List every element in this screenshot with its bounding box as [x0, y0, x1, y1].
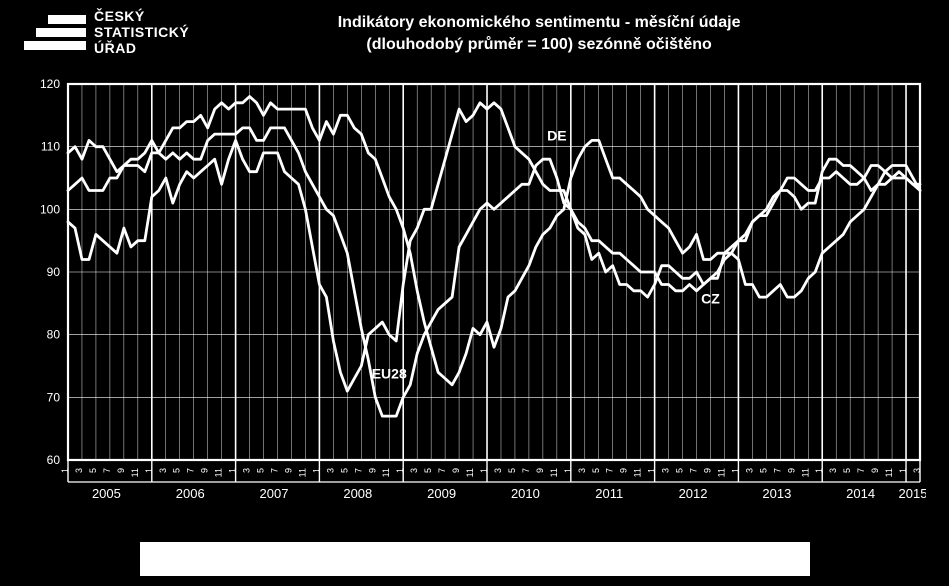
svg-text:CZ: CZ [701, 290, 720, 306]
svg-text:11: 11 [633, 468, 643, 477]
svg-text:3: 3 [158, 468, 168, 473]
svg-text:2011: 2011 [595, 486, 623, 501]
svg-text:5: 5 [172, 468, 182, 473]
svg-text:9: 9 [619, 468, 629, 473]
title-line2: (dlouhodobý průměr = 100) sezónně očiště… [189, 34, 889, 56]
svg-text:11: 11 [130, 468, 140, 477]
svg-text:5: 5 [591, 468, 601, 473]
svg-text:7: 7 [689, 468, 699, 473]
svg-text:70: 70 [47, 390, 61, 404]
svg-text:5: 5 [758, 468, 768, 473]
svg-text:5: 5 [675, 468, 685, 473]
title-line1: Indikátory ekonomického sentimentu - měs… [189, 12, 889, 34]
svg-text:9: 9 [116, 468, 126, 473]
svg-text:7: 7 [102, 468, 112, 473]
svg-text:110: 110 [41, 140, 60, 154]
svg-text:5: 5 [842, 468, 852, 473]
svg-text:9: 9 [200, 468, 210, 473]
svg-text:90: 90 [47, 265, 61, 279]
svg-text:7: 7 [772, 468, 782, 473]
svg-text:3: 3 [74, 468, 84, 473]
chart-title: Indikátory ekonomického sentimentu - měs… [189, 8, 949, 55]
svg-text:3: 3 [325, 468, 335, 473]
svg-text:3: 3 [409, 468, 419, 473]
logo-line2: STATISTICKÝ [94, 24, 189, 40]
line-chart: 6070809010011012013579111357911135791113… [26, 78, 926, 508]
svg-text:2005: 2005 [92, 486, 121, 501]
svg-text:100: 100 [40, 202, 60, 216]
svg-text:DE: DE [547, 127, 566, 143]
svg-text:11: 11 [800, 468, 810, 477]
svg-text:60: 60 [47, 453, 61, 467]
svg-text:3: 3 [744, 468, 754, 473]
svg-text:120: 120 [40, 78, 60, 91]
svg-text:9: 9 [451, 468, 461, 473]
svg-text:11: 11 [381, 468, 391, 477]
svg-text:2010: 2010 [511, 486, 540, 501]
logo-line1: ČESKÝ [94, 8, 189, 24]
svg-text:EU28: EU28 [372, 366, 407, 382]
svg-text:11: 11 [214, 468, 224, 477]
svg-text:2013: 2013 [762, 486, 791, 501]
svg-text:3: 3 [828, 468, 838, 473]
svg-text:7: 7 [521, 468, 531, 473]
svg-text:5: 5 [339, 468, 349, 473]
svg-text:2015: 2015 [899, 486, 926, 501]
svg-text:7: 7 [270, 468, 280, 473]
svg-text:11: 11 [549, 468, 559, 477]
svg-text:3: 3 [661, 468, 671, 473]
page-root: ČESKÝ STATISTICKÝ ÚŘAD Indikátory ekonom… [0, 0, 949, 586]
svg-text:2014: 2014 [846, 486, 875, 501]
svg-text:5: 5 [256, 468, 266, 473]
svg-text:7: 7 [353, 468, 363, 473]
svg-text:9: 9 [870, 468, 880, 473]
svg-text:3: 3 [493, 468, 503, 473]
legend-box [140, 542, 810, 576]
svg-text:11: 11 [297, 468, 307, 477]
svg-text:9: 9 [367, 468, 377, 473]
svg-text:5: 5 [423, 468, 433, 473]
logo-line3: ÚŘAD [94, 40, 189, 56]
svg-text:11: 11 [884, 468, 894, 477]
svg-text:7: 7 [437, 468, 447, 473]
svg-text:2012: 2012 [679, 486, 708, 501]
svg-text:5: 5 [88, 468, 98, 473]
svg-text:5: 5 [507, 468, 517, 473]
svg-text:7: 7 [605, 468, 615, 473]
svg-text:3: 3 [242, 468, 252, 473]
logo-bars-icon [24, 15, 86, 50]
svg-text:2008: 2008 [343, 486, 372, 501]
svg-text:9: 9 [702, 468, 712, 473]
svg-text:3: 3 [577, 468, 587, 473]
svg-text:2009: 2009 [427, 486, 456, 501]
svg-text:11: 11 [716, 468, 726, 477]
svg-text:2006: 2006 [176, 486, 205, 501]
logo: ČESKÝ STATISTICKÝ ÚŘAD [24, 8, 189, 56]
chart-area: 6070809010011012013579111357911135791113… [26, 78, 926, 508]
svg-text:9: 9 [786, 468, 796, 473]
svg-text:80: 80 [47, 328, 61, 342]
logo-text: ČESKÝ STATISTICKÝ ÚŘAD [94, 8, 189, 56]
svg-text:7: 7 [186, 468, 196, 473]
svg-text:7: 7 [856, 468, 866, 473]
svg-text:2007: 2007 [260, 486, 289, 501]
svg-text:9: 9 [535, 468, 545, 473]
svg-text:9: 9 [283, 468, 293, 473]
header: ČESKÝ STATISTICKÝ ÚŘAD Indikátory ekonom… [0, 0, 949, 68]
svg-text:11: 11 [465, 468, 475, 477]
